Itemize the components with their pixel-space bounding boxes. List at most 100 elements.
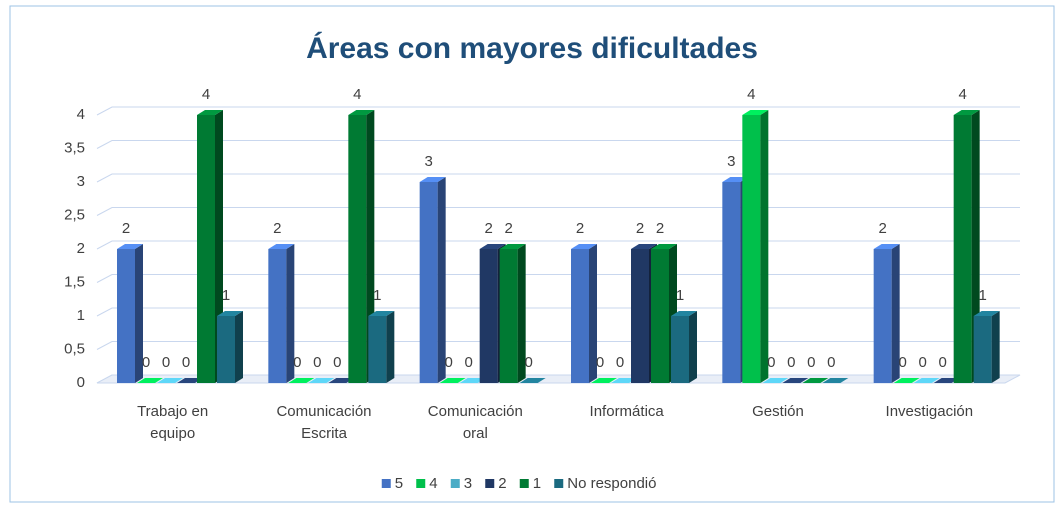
bar (519, 378, 546, 383)
legend-label: No respondió (567, 475, 656, 492)
data-label: 2 (504, 220, 512, 237)
bar (217, 311, 243, 383)
bar-side (437, 177, 446, 383)
data-label: 0 (938, 354, 946, 371)
grid-line (96, 106, 1020, 116)
legend-label: 4 (429, 475, 437, 492)
bar-front (268, 249, 287, 383)
legend-label: 2 (498, 475, 506, 492)
bar-front (117, 249, 135, 383)
grid-line (96, 240, 1020, 250)
bar-top (328, 378, 355, 383)
bar-top (822, 378, 849, 383)
bar (973, 311, 1000, 383)
grid-line (96, 274, 1020, 283)
bar-front (419, 182, 438, 383)
bar-front (571, 249, 589, 383)
bar (571, 244, 597, 383)
bar-top (722, 177, 749, 182)
bar (591, 378, 617, 383)
bar (268, 244, 295, 383)
chart-title: Áreas con mayores dificultades (306, 31, 758, 65)
bar (368, 311, 395, 383)
data-label: 0 (142, 354, 150, 371)
data-label: 4 (353, 86, 361, 103)
bar-top (288, 378, 315, 383)
bar-top (137, 378, 163, 383)
data-label: 2 (878, 220, 886, 237)
bar (177, 378, 203, 383)
bar-top (439, 378, 466, 383)
bar-top (873, 244, 900, 249)
data-label: 0 (313, 354, 321, 371)
bar-front (722, 182, 741, 383)
bar (137, 378, 163, 383)
data-label: 2 (273, 220, 281, 237)
bar (671, 311, 697, 383)
data-label: 0 (616, 354, 624, 371)
y-tick-label: 2 (77, 240, 85, 257)
y-tick-label: 3 (77, 173, 85, 190)
bar-top (348, 110, 375, 115)
bar (288, 378, 315, 383)
bar-top (177, 378, 203, 383)
bar-front (197, 115, 215, 383)
bar-top (802, 378, 829, 383)
data-label: 0 (464, 354, 472, 371)
bar-top (671, 311, 697, 316)
bar-front (479, 249, 498, 383)
data-label: 2 (656, 220, 664, 237)
legend-swatch (416, 479, 426, 488)
bar (499, 244, 526, 383)
bar-front (499, 249, 518, 383)
bar (611, 378, 637, 383)
legend-swatch (519, 479, 529, 488)
bar-side (689, 311, 697, 383)
grid-line (96, 307, 1020, 317)
x-tick-label: Informática (589, 403, 664, 420)
x-tick-label: Investigación (885, 403, 974, 420)
data-label: 0 (807, 354, 815, 371)
bar (953, 110, 980, 383)
bar-top (479, 244, 506, 249)
bar-top (197, 110, 223, 115)
x-tick-label: Comunicación Escrita (276, 403, 372, 442)
data-label: 1 (676, 287, 684, 304)
x-tick-label: Comunicación oral (427, 403, 523, 442)
bar-front (651, 249, 669, 383)
bar-side (589, 244, 597, 383)
bar-top (953, 110, 980, 115)
y-tick-label: 1 (77, 307, 85, 324)
y-tick-label: 2,5 (64, 206, 85, 223)
bar-front (217, 316, 235, 383)
data-label: 2 (576, 220, 584, 237)
bar (913, 378, 940, 383)
data-label: 4 (202, 86, 210, 103)
bar-top (519, 378, 546, 383)
bar (419, 177, 446, 383)
data-label: 3 (727, 153, 735, 170)
bar-top (611, 378, 637, 383)
bar-top (742, 110, 769, 115)
bar (459, 378, 486, 383)
bar-front (348, 115, 367, 383)
legend-label: 1 (533, 475, 541, 492)
bar-top (499, 244, 526, 249)
bar-side (135, 244, 143, 383)
bar-side (517, 244, 526, 383)
bar-top (459, 378, 486, 383)
bar-side (991, 311, 1000, 383)
bar (117, 244, 143, 383)
bar-top (762, 378, 789, 383)
bar-front (368, 316, 387, 383)
bar-front (671, 316, 689, 383)
y-tick-label: 1,5 (64, 273, 85, 290)
bar-top (308, 378, 335, 383)
data-label: 0 (596, 354, 604, 371)
bar-top (419, 177, 446, 182)
data-label: 0 (898, 354, 906, 371)
bar-top (591, 378, 617, 383)
grid-line (96, 207, 1020, 216)
bar-side (235, 311, 243, 383)
